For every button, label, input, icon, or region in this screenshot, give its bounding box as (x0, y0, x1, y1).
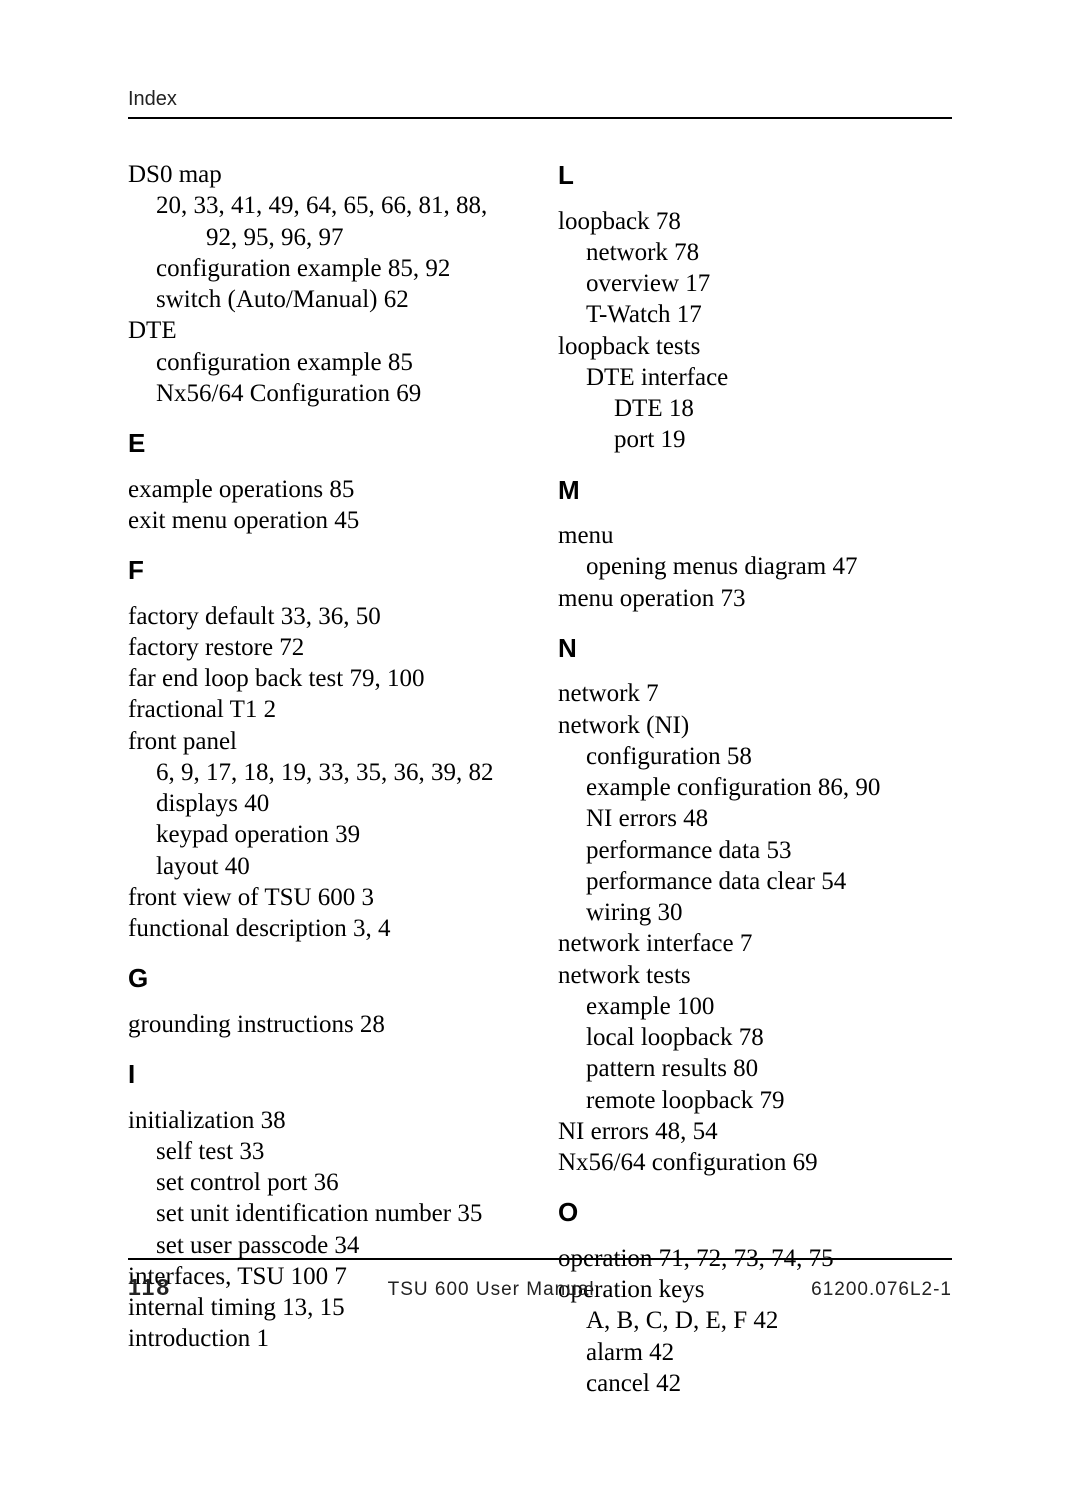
footer-page-number: 118 (128, 1274, 171, 1301)
columns: DS0 map 20, 33, 41, 49, 64, 65, 66, 81, … (128, 159, 952, 1399)
section-e: E (128, 427, 522, 460)
entry-menu-operation: menu operation 73 (558, 583, 952, 614)
entry-initialization: initialization 38 (128, 1105, 522, 1136)
entry-ni-errors: NI errors 48, 54 (558, 1116, 952, 1147)
entry-dte: DTE (128, 315, 522, 346)
right-column: L loopback 78 network 78 overview 17 T-W… (558, 159, 952, 1399)
entry-factory-restore: factory restore 72 (128, 632, 522, 663)
entry-init-set-uid: set unit identification number 35 (156, 1198, 522, 1229)
entry-operation-keys-abcdef: A, B, C, D, E, F 42 (558, 1305, 952, 1336)
entry-network-tests-local: local loopback 78 (558, 1022, 952, 1053)
entry-operation-keys-alarm: alarm 42 (558, 1337, 952, 1368)
entry-network-ni-errors: NI errors 48 (558, 803, 952, 834)
entry-network-ni-example: example configuration 86, 90 (558, 772, 952, 803)
entry-loopback-tests-dte: DTE 18 (558, 393, 952, 424)
section-l: L (558, 159, 952, 192)
entry-ds0-map-config: configuration example 85, 92 (128, 253, 522, 284)
entry-loopback: loopback 78 (558, 206, 952, 237)
entry-front-panel-pages: 6, 9, 17, 18, 19, 33, 35, 36, 39, 82 (128, 757, 522, 788)
entry-operation-keys-cancel: cancel 42 (558, 1368, 952, 1399)
page-footer: 118 TSU 600 User Manual 61200.076L2-1 (128, 1258, 952, 1301)
entry-ds0-map: DS0 map (128, 159, 522, 190)
entry-front-panel-keypad: keypad operation 39 (128, 819, 522, 850)
entry-front-panel-layout: layout 40 (128, 851, 522, 882)
footer-right: 61200.076L2-1 (811, 1279, 952, 1301)
entry-far-end: far end loop back test 79, 100 (128, 663, 522, 694)
entry-nx-config: Nx56/64 configuration 69 (558, 1147, 952, 1178)
entry-menu-opening: opening menus diagram 47 (558, 551, 952, 582)
entry-network-tests-pattern: pattern results 80 (558, 1053, 952, 1084)
entry-init-set-passcode: set user passcode 34 (128, 1230, 522, 1261)
entry-exit-menu: exit menu operation 45 (128, 505, 522, 536)
entry-loopback-tests-port: port 19 (558, 424, 952, 455)
entry-network-ni-config: configuration 58 (558, 741, 952, 772)
section-m: M (558, 474, 952, 507)
entry-front-panel-displays: displays 40 (128, 788, 522, 819)
entry-loopback-tests-dte-interface: DTE interface (558, 362, 952, 393)
entry-network-tests: network tests (558, 960, 952, 991)
entry-network-ni-wiring: wiring 30 (558, 897, 952, 928)
entry-introduction: introduction 1 (128, 1323, 522, 1354)
entry-dte-nx: Nx56/64 Configuration 69 (128, 378, 522, 409)
left-column: DS0 map 20, 33, 41, 49, 64, 65, 66, 81, … (128, 159, 522, 1399)
entry-dte-config: configuration example 85 (128, 347, 522, 378)
section-f: F (128, 554, 522, 587)
section-g: G (128, 962, 522, 995)
entry-init-self-test: self test 33 (128, 1136, 522, 1167)
entry-network-interface: network interface 7 (558, 928, 952, 959)
entry-fractional-t1: fractional T1 2 (128, 694, 522, 725)
entry-front-view: front view of TSU 600 3 (128, 882, 522, 913)
entry-network-tests-remote: remote loopback 79 (558, 1085, 952, 1116)
section-n: N (558, 632, 952, 665)
entry-network: network 7 (558, 678, 952, 709)
entry-network-ni: network (NI) (558, 710, 952, 741)
entry-network-ni-perf-clear: performance data clear 54 (558, 866, 952, 897)
entry-front-panel: front panel (128, 726, 522, 757)
entry-network-ni-perf: performance data 53 (558, 835, 952, 866)
footer-center: TSU 600 User Manual (388, 1279, 595, 1301)
entry-loopback-tests: loopback tests (558, 331, 952, 362)
entry-factory-default: factory default 33, 36, 50 (128, 601, 522, 632)
entry-init-set-control-port: set control port 36 (128, 1167, 522, 1198)
entry-loopback-twatch: T-Watch 17 (558, 299, 952, 330)
entry-ds0-map-pages: 20, 33, 41, 49, 64, 65, 66, 81, 88, 92, … (128, 190, 522, 253)
entry-network-tests-example: example 100 (558, 991, 952, 1022)
entry-ds0-map-switch: switch (Auto/Manual) 62 (128, 284, 522, 315)
entry-loopback-network: network 78 (558, 237, 952, 268)
section-i: I (128, 1058, 522, 1091)
entry-functional-desc: functional description 3, 4 (128, 913, 522, 944)
entry-loopback-overview: overview 17 (558, 268, 952, 299)
running-head: Index (128, 88, 952, 119)
entry-grounding: grounding instructions 28 (128, 1009, 522, 1040)
section-o: O (558, 1196, 952, 1229)
index-page: Index DS0 map 20, 33, 41, 49, 64, 65, 66… (128, 88, 952, 1399)
entry-menu: menu (558, 520, 952, 551)
entry-example-operations: example operations 85 (128, 474, 522, 505)
